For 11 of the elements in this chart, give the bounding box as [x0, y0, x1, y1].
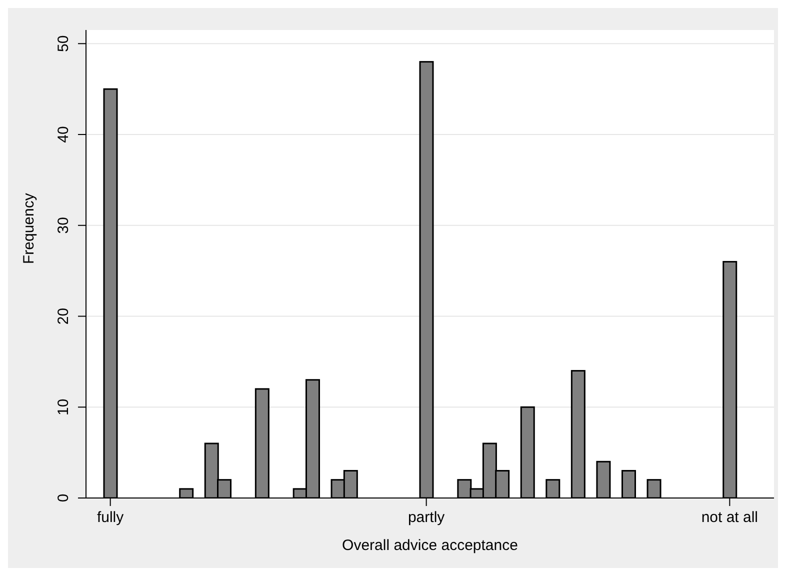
y-tick-label: 10: [55, 398, 72, 416]
y-axis-title: Frequency: [20, 192, 38, 264]
y-tick-label: 0: [55, 494, 72, 502]
y-tick-label: 50: [55, 35, 72, 52]
x-tick-label: not at all: [701, 509, 758, 526]
y-tick-label: 40: [55, 126, 72, 143]
x-axis-title: Overall advice acceptance: [342, 537, 518, 554]
x-tick-label: fully: [96, 509, 124, 526]
x-tick-label: partly: [408, 509, 446, 526]
y-tick-label: 20: [55, 308, 72, 325]
y-tick-label: 30: [55, 217, 72, 234]
